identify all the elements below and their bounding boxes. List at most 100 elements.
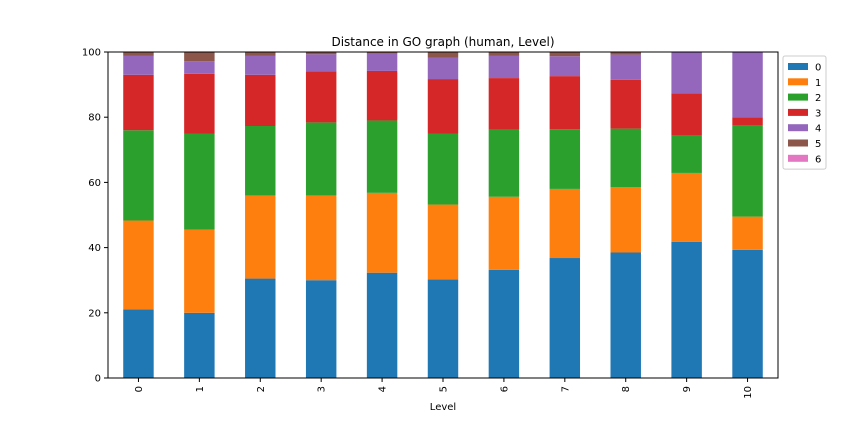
bar-segment-level-3-series-1	[305, 195, 337, 281]
bar-segment-level-4-series-3	[366, 70, 398, 121]
bar-segment-level-0-series-1	[123, 220, 154, 310]
legend-label-6: 6	[815, 154, 821, 165]
bar-segment-level-5-series-5	[427, 52, 459, 58]
x-tick-label: 3	[317, 386, 328, 392]
bar-segment-level-10-series-3	[732, 117, 763, 126]
bar-segment-level-9-series-4	[671, 52, 702, 94]
legend-swatch-1	[788, 78, 808, 86]
bar-segment-level-1-series-2	[184, 133, 215, 230]
bar-segment-level-3-series-3	[305, 71, 337, 123]
bar-segment-level-8-series-3	[610, 79, 641, 129]
y-tick-label: 60	[88, 178, 101, 189]
bar-segment-level-5-series-2	[427, 133, 459, 205]
bar-segment-level-5-series-4	[427, 57, 459, 80]
bar-segment-level-7-series-0	[549, 258, 581, 378]
bar-segment-level-1-series-1	[184, 229, 215, 313]
bar-segment-level-0-series-4	[123, 55, 154, 75]
y-tick-label: 20	[88, 308, 101, 319]
bar-segment-level-10-series-2	[732, 125, 763, 217]
bar-segment-level-6-series-2	[488, 129, 520, 197]
bar-segment-level-3-series-5	[305, 52, 337, 55]
bar-segment-level-8-series-4	[610, 54, 641, 80]
x-tick-label: 4	[378, 386, 389, 392]
bar-segment-level-7-series-4	[549, 56, 581, 77]
legend-label-2: 2	[815, 93, 821, 104]
bar-segment-level-6-series-0	[488, 269, 520, 378]
x-tick-label: 2	[256, 386, 267, 392]
bar-segment-level-7-series-5	[549, 52, 581, 57]
bar-segment-level-5-series-1	[427, 204, 459, 280]
legend-swatch-6	[788, 154, 808, 162]
bar-segment-level-5-series-3	[427, 79, 459, 134]
legend-swatch-0	[788, 63, 808, 70]
bar-segment-level-10-series-1	[732, 216, 763, 250]
bar-segment-level-9-series-2	[671, 135, 702, 173]
bar-segment-level-3-series-2	[305, 122, 337, 196]
bar-segment-level-1-series-5	[184, 52, 215, 62]
legend-label-5: 5	[815, 139, 821, 150]
x-tick-label: 7	[560, 386, 571, 392]
bar-segment-level-3-series-4	[305, 54, 337, 72]
bar-segment-level-3-series-0	[305, 280, 337, 378]
bar-segment-level-4-series-0	[366, 272, 398, 378]
x-tick-label: 0	[134, 386, 145, 392]
legend-swatch-2	[788, 93, 808, 101]
bar-segment-level-8-series-0	[610, 252, 641, 378]
legend-label-0: 0	[815, 63, 821, 74]
bar-segment-level-8-series-5	[610, 52, 641, 55]
bar-segment-level-2-series-2	[245, 126, 276, 196]
x-tick-label: 8	[621, 386, 632, 392]
bar-segment-level-6-series-4	[488, 55, 520, 79]
x-axis-label: Level	[430, 402, 456, 413]
legend-swatch-5	[788, 139, 808, 147]
bar-segment-level-6-series-5	[488, 52, 520, 56]
bar-segment-level-2-series-3	[245, 74, 276, 126]
bar-segment-level-2-series-0	[245, 278, 276, 378]
bar-segment-level-9-series-1	[671, 172, 702, 242]
legend: 0 1 2 3 4 5 6	[782, 55, 827, 170]
bar-segment-level-2-series-5	[245, 52, 276, 56]
bar-segment-level-4-series-4	[366, 53, 398, 71]
bar-segment-level-4-series-1	[366, 192, 398, 273]
bar-segment-level-9-series-0	[671, 241, 702, 378]
bar-segment-level-2-series-4	[245, 55, 276, 75]
bar-segment-level-4-series-2	[366, 120, 398, 193]
legend-swatch-3	[788, 108, 808, 116]
bar-segment-level-0-series-0	[123, 309, 154, 378]
bar-segment-level-9-series-3	[671, 93, 702, 136]
bar-segment-level-10-series-0	[732, 249, 763, 378]
bar-segment-level-10-series-4	[732, 52, 763, 118]
x-axis: 0 1 2 3 4 5 6 7 8 9 10	[134, 378, 754, 399]
legend-label-3: 3	[815, 108, 821, 119]
bar-segment-level-1-series-4	[184, 61, 215, 74]
y-tick-label: 40	[88, 243, 101, 254]
legend-label-4: 4	[815, 124, 821, 135]
y-tick-label: 80	[88, 113, 101, 124]
bar-segment-level-0-series-3	[123, 74, 154, 131]
x-tick-label: 5	[439, 386, 450, 392]
bar-segment-level-1-series-0	[184, 312, 215, 378]
bar-segment-level-1-series-3	[184, 73, 215, 134]
x-tick-label: 6	[499, 386, 510, 392]
bar-segment-level-7-series-3	[549, 76, 581, 130]
x-tick-label: 9	[682, 386, 693, 392]
bar-segment-level-7-series-1	[549, 188, 581, 259]
bar-segment-level-8-series-2	[610, 128, 641, 188]
bar-segment-level-6-series-3	[488, 78, 520, 130]
bar-segment-level-0-series-5	[123, 52, 154, 56]
bar-segment-level-2-series-1	[245, 195, 276, 279]
y-tick-label: 0	[95, 374, 101, 385]
bar-segment-level-5-series-0	[427, 279, 459, 378]
y-axis: 0 20 40 60 80 100	[82, 48, 108, 385]
x-tick-label: 1	[195, 386, 206, 392]
bar-segment-level-7-series-2	[549, 129, 581, 189]
chart-title: Distance in GO graph (human, Level)	[331, 35, 554, 49]
bar-segment-level-0-series-2	[123, 130, 154, 221]
plot-area	[123, 52, 763, 378]
y-tick-label: 100	[82, 48, 101, 59]
bar-segment-level-6-series-1	[488, 196, 520, 270]
x-tick-label: 10	[743, 386, 754, 399]
legend-swatch-4	[788, 124, 808, 132]
